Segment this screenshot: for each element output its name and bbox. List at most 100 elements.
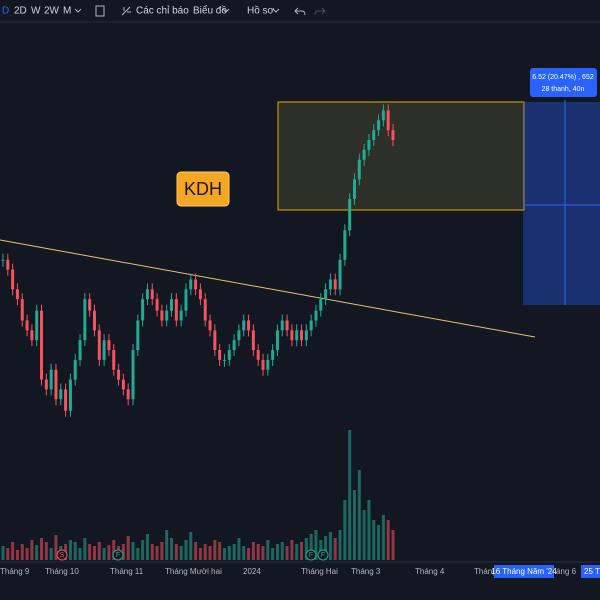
interval[interactable]: D bbox=[2, 6, 9, 17]
candle bbox=[145, 289, 149, 300]
candle bbox=[150, 289, 154, 300]
event-label: F bbox=[116, 552, 120, 559]
volume-bar bbox=[391, 530, 395, 560]
event-icon[interactable] bbox=[112, 549, 124, 561]
candle-icon[interactable] bbox=[95, 5, 105, 17]
redo[interactable] bbox=[314, 7, 326, 16]
volume-bar bbox=[203, 544, 207, 560]
time-label: 16 Tháng Năm '24 bbox=[491, 567, 557, 576]
measure-area[interactable] bbox=[523, 102, 600, 305]
undo[interactable] bbox=[294, 7, 306, 16]
candle bbox=[179, 310, 183, 321]
volume-bar bbox=[218, 542, 222, 560]
event-label: F bbox=[321, 552, 325, 559]
candle bbox=[25, 320, 29, 331]
volume-bar bbox=[314, 530, 318, 560]
candle bbox=[328, 279, 332, 290]
event-icon[interactable] bbox=[56, 549, 68, 561]
candle bbox=[290, 330, 294, 341]
volume-bar bbox=[222, 548, 226, 560]
interval[interactable]: M bbox=[63, 6, 71, 17]
candle bbox=[377, 120, 381, 131]
event-icon[interactable] bbox=[317, 549, 329, 561]
volume-bar bbox=[83, 538, 87, 560]
profile-menu[interactable]: Hồ sơ bbox=[247, 5, 275, 17]
candle bbox=[300, 330, 304, 341]
volume-bar bbox=[324, 536, 328, 560]
candle bbox=[68, 379, 72, 411]
events: S F F F bbox=[56, 549, 329, 561]
indicator-icon[interactable] bbox=[121, 6, 131, 16]
candle bbox=[319, 299, 323, 311]
dropdown[interactable] bbox=[222, 8, 230, 13]
candle bbox=[141, 299, 145, 321]
dropdown[interactable] bbox=[74, 8, 82, 13]
event-label: F bbox=[309, 552, 313, 559]
volume-bar bbox=[256, 544, 260, 560]
candle bbox=[15, 289, 19, 300]
volume-bar bbox=[271, 548, 275, 560]
volume-bar bbox=[174, 544, 178, 560]
trend-line[interactable] bbox=[0, 239, 536, 338]
candle bbox=[367, 139, 371, 150]
candle bbox=[35, 310, 39, 341]
candle bbox=[54, 369, 58, 400]
indicators[interactable]: Các chỉ báo bbox=[136, 5, 189, 17]
volume-bar bbox=[198, 548, 202, 560]
volume-bar bbox=[30, 540, 34, 560]
candle bbox=[295, 330, 299, 341]
volume-bar bbox=[49, 548, 53, 560]
candle bbox=[203, 299, 207, 321]
event-icon[interactable] bbox=[305, 549, 317, 561]
volume-bar bbox=[11, 542, 15, 560]
candle bbox=[88, 299, 92, 311]
candle bbox=[165, 310, 169, 321]
candle bbox=[112, 350, 116, 370]
volume-bar bbox=[237, 538, 241, 560]
volume-bar bbox=[338, 530, 342, 560]
volume-bar bbox=[285, 546, 289, 560]
chart-menu[interactable]: Biểu đồ bbox=[193, 5, 227, 17]
volume-bar bbox=[232, 544, 236, 560]
volume-bar bbox=[1, 546, 5, 560]
candle bbox=[78, 340, 82, 360]
volume-bar bbox=[381, 515, 385, 560]
volume-bar bbox=[352, 490, 356, 560]
range-box[interactable] bbox=[277, 101, 525, 211]
candle bbox=[333, 279, 337, 290]
candle bbox=[266, 359, 270, 370]
dropdown[interactable] bbox=[272, 8, 280, 13]
volume-bar bbox=[155, 546, 159, 560]
volume-bar bbox=[247, 548, 251, 560]
candle bbox=[275, 330, 279, 351]
volume-bar bbox=[343, 500, 347, 560]
candle bbox=[107, 340, 111, 351]
candle bbox=[304, 330, 308, 341]
volume-bar bbox=[160, 542, 164, 560]
candle bbox=[30, 330, 34, 341]
interval[interactable]: 2W bbox=[44, 6, 60, 17]
volume-bar bbox=[102, 548, 106, 560]
interval[interactable]: 2D bbox=[14, 6, 27, 17]
volume-bar bbox=[20, 544, 24, 560]
candle bbox=[232, 340, 236, 351]
volume-bar bbox=[131, 542, 135, 560]
candle bbox=[352, 179, 356, 200]
candle bbox=[92, 310, 96, 331]
volume-bar bbox=[357, 470, 361, 560]
volume-bar bbox=[126, 536, 130, 560]
volume-bar bbox=[68, 540, 72, 560]
volume-bar bbox=[88, 544, 92, 560]
volume-bar bbox=[242, 546, 246, 560]
time-label: 2024 bbox=[243, 567, 261, 576]
symbol-label: KDH bbox=[184, 179, 222, 199]
volume-bar bbox=[309, 534, 313, 560]
volume-bar bbox=[170, 538, 174, 560]
candle bbox=[343, 230, 347, 260]
volume-bar bbox=[300, 542, 304, 560]
measure-tooltip bbox=[530, 68, 597, 97]
candle bbox=[213, 330, 217, 351]
interval[interactable]: W bbox=[31, 6, 41, 17]
